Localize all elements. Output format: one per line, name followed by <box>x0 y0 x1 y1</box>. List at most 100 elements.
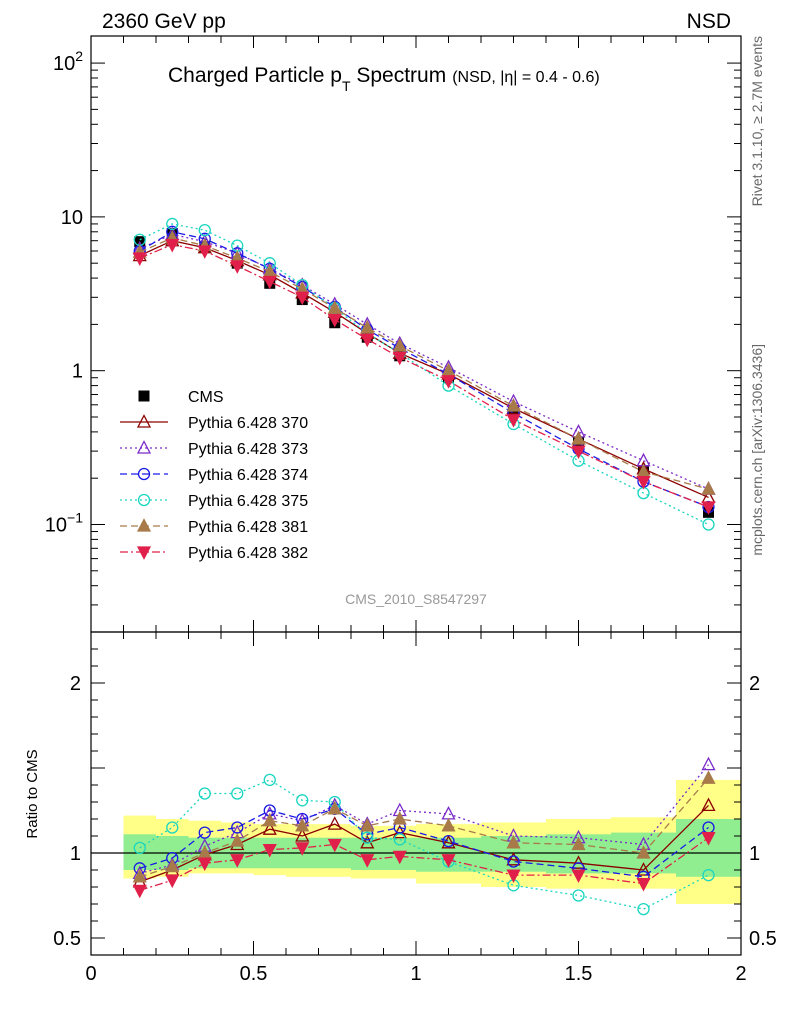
ratio-point <box>198 787 211 800</box>
ratio-point <box>507 855 520 868</box>
ratio-point <box>571 855 586 869</box>
uncertainty-band-green <box>676 819 741 877</box>
data-point <box>571 431 586 445</box>
ratio-point <box>701 797 716 812</box>
data-point <box>701 501 716 515</box>
legend-marker <box>136 546 152 560</box>
ratio-point <box>392 850 407 865</box>
ratio-point <box>636 862 651 876</box>
ratio-point <box>360 817 375 832</box>
data-point <box>360 333 375 348</box>
legend-marker <box>137 467 151 481</box>
ratio-y-axis-label: Ratio to CMS <box>24 749 41 838</box>
data-point <box>506 414 521 428</box>
ratio-point <box>571 836 586 851</box>
data-point <box>441 375 456 389</box>
ratio-point <box>637 902 650 916</box>
series-line-6 <box>139 243 709 508</box>
ratio-point <box>441 817 456 832</box>
ratio-point <box>230 854 245 868</box>
legend-marker <box>136 414 152 428</box>
legend-label: Pythia 6.428 375 <box>188 493 308 510</box>
data-point <box>702 518 715 531</box>
data-point <box>571 445 586 460</box>
data-point <box>132 252 147 266</box>
legend-label: Pythia 6.428 382 <box>188 545 308 562</box>
y-tick-label: 10−1 <box>45 509 83 536</box>
ratio-point <box>296 794 309 807</box>
ratio-point <box>701 832 716 846</box>
data-point <box>636 475 651 490</box>
ratio-point <box>198 826 211 839</box>
ratio-point <box>392 811 407 825</box>
legend-label: Pythia 6.428 374 <box>188 467 308 484</box>
main-frame <box>90 35 742 633</box>
series-line-1 <box>139 240 709 499</box>
series-line-3 <box>139 231 709 508</box>
ratio-y-tick-label: 0.5 <box>53 928 81 950</box>
ratio-point <box>327 800 342 815</box>
ratio-point <box>441 854 456 868</box>
ratio-line-0 <box>139 804 709 883</box>
x-tick-label: 1 <box>410 963 421 985</box>
header-left: 2360 GeV pp <box>102 10 226 33</box>
ratio-point <box>133 841 146 855</box>
ratio-line-1 <box>139 764 710 875</box>
y-tick-label: 1 <box>72 361 83 383</box>
ratio-frame <box>90 631 742 956</box>
ratio-y-tick-label: 1 <box>70 843 81 865</box>
ratio-point <box>361 831 374 844</box>
ratio-point <box>571 869 586 884</box>
mcplots-label: mcplots.cern.ch [arXiv:1306.3436] <box>749 344 765 556</box>
ratio-point <box>295 817 310 832</box>
data-point <box>506 398 521 412</box>
ratio-point <box>572 889 585 902</box>
x-tick-label: 2 <box>735 963 746 985</box>
header-right: NSD <box>687 10 731 33</box>
legend-marker <box>136 440 152 454</box>
ratio-point <box>393 833 406 846</box>
data-point <box>198 223 211 237</box>
legend-label: Pythia 6.428 381 <box>188 519 308 536</box>
ratio-point <box>506 834 521 849</box>
data-point <box>262 275 277 290</box>
series-line-2 <box>139 233 709 490</box>
rivet-label: Rivet 3.1.10, ≥ 2.7M events <box>749 36 765 206</box>
legend-marker <box>138 390 150 402</box>
ratio-point <box>231 821 244 834</box>
ratio-point <box>441 834 456 849</box>
ratio-point <box>262 821 277 835</box>
ratio-point <box>506 869 521 884</box>
ratio-point <box>166 821 179 834</box>
ratio-point <box>295 828 310 842</box>
ratio-point <box>165 858 180 873</box>
ratio-point <box>197 857 212 872</box>
main-panel: 102 10 1 10−1 Charged Particle pT Spectrum (N… <box>45 35 742 633</box>
ratio-point <box>327 838 342 853</box>
data-point <box>165 238 180 253</box>
legend-marker <box>136 518 152 532</box>
legend-label: Pythia 6.428 370 <box>188 415 308 432</box>
data-point <box>295 291 310 306</box>
legend-marker <box>137 493 151 507</box>
ratio-point <box>262 812 277 827</box>
ratio-point <box>263 773 276 787</box>
chart-title: Charged Particle pT Spectrum (NSD, |η| = … <box>168 64 600 94</box>
ratio-point <box>132 868 147 883</box>
data-point <box>392 351 407 366</box>
legend-label: Pythia 6.428 373 <box>188 441 308 458</box>
data-point <box>230 260 245 274</box>
ratio-point <box>360 854 375 868</box>
ratio-y-tick-label: 2 <box>70 673 81 695</box>
ratio-point <box>230 833 245 847</box>
x-tick-label: 1.5 <box>565 963 593 985</box>
data-point <box>327 313 342 328</box>
y-tick-label: 10 <box>61 207 83 229</box>
ratio-y-tick-label-right: 2 <box>749 673 760 695</box>
ratio-y-tick-label-right: 0.5 <box>749 928 777 950</box>
uncertainty-band-green <box>123 834 156 870</box>
y-tick-label: 102 <box>53 48 83 75</box>
legend-label: CMS <box>188 389 224 406</box>
ratio-point <box>327 816 342 830</box>
ratio-point <box>506 851 521 866</box>
